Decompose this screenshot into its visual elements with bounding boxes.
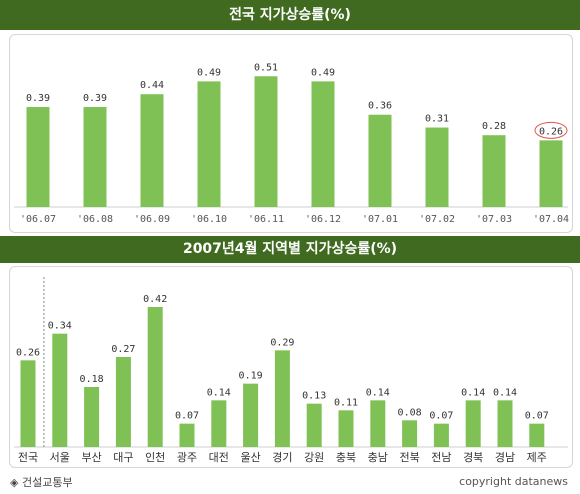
- chart2-panel: 0.26 전국 0.34 서울 0.18 부산 0.27 대구 0.42 인천 0.07 광주 0.14…: [9, 266, 573, 468]
- tick-label: 전북: [399, 451, 419, 464]
- tick-label: 전남: [431, 451, 451, 464]
- chart2-svg: 0.26 전국 0.34 서울 0.18 부산 0.27 대구 0.42 인천 0.07 광주 0.14…: [14, 277, 568, 464]
- tick-label: '07.02: [419, 214, 455, 225]
- data-label: 0.49: [197, 67, 221, 78]
- bar: [83, 107, 107, 207]
- data-label: 0.26: [539, 126, 563, 137]
- bar: [115, 357, 131, 447]
- highlight-circle: [534, 121, 568, 139]
- tick-label: 제주: [527, 451, 547, 464]
- data-label: 0.11: [334, 397, 358, 408]
- bar: [529, 423, 545, 447]
- bar: [402, 420, 418, 447]
- tick-label: 경기: [272, 451, 292, 464]
- tick-label: '06.11: [248, 214, 284, 225]
- tick-label: '07.03: [476, 214, 512, 225]
- bar: [274, 350, 290, 447]
- copyright: copyright datanews: [459, 475, 568, 488]
- tick-label: '06.08: [77, 214, 113, 225]
- bar: [211, 400, 227, 447]
- chart1-panel: 0.39 '06.07 0.39 '06.08 0.44 '06.09 0.49 '06.10…: [9, 34, 573, 233]
- bar: [52, 333, 68, 447]
- chart1-title: 전국 지가상승률(%): [0, 0, 580, 30]
- data-label: 0.07: [429, 411, 453, 422]
- tick-label: '06.12: [305, 214, 341, 225]
- data-label: 0.18: [80, 374, 104, 385]
- data-label: 0.14: [493, 387, 517, 398]
- tick-label: 서울: [50, 451, 70, 464]
- bar: [368, 114, 392, 207]
- tick-label: 대전: [209, 451, 229, 464]
- data-label: 0.34: [48, 321, 72, 332]
- data-label: 0.26: [16, 347, 40, 358]
- bar: [497, 400, 513, 447]
- bar: [140, 94, 164, 207]
- bar: [254, 76, 278, 207]
- bar: [465, 400, 481, 447]
- bar: [306, 403, 322, 447]
- tick-label: 충남: [368, 451, 388, 464]
- data-label: 0.14: [461, 387, 485, 398]
- bar: [26, 107, 50, 207]
- tick-label: 광주: [177, 451, 197, 464]
- tick-label: 전국: [18, 451, 38, 464]
- data-label: 0.07: [525, 411, 549, 422]
- bar: [539, 140, 563, 207]
- tick-label: '07.01: [362, 214, 398, 225]
- data-label: 0.07: [175, 411, 199, 422]
- chart1-svg: 0.39 '06.07 0.39 '06.08 0.44 '06.09 0.49 '06.10…: [14, 62, 569, 225]
- data-label: 0.14: [207, 387, 231, 398]
- bar: [311, 81, 335, 207]
- tick-label: 대구: [113, 451, 133, 464]
- tick-label: 충북: [336, 451, 356, 464]
- data-label: 0.44: [140, 80, 164, 91]
- bar: [20, 360, 36, 447]
- bar: [433, 423, 449, 447]
- tick-label: '06.09: [134, 214, 170, 225]
- bar: [84, 387, 100, 447]
- data-label: 0.36: [368, 101, 392, 112]
- data-label: 0.27: [111, 344, 135, 355]
- source-note: ◈ 건설교통부: [10, 474, 73, 490]
- data-label: 0.39: [83, 93, 107, 104]
- data-label: 0.08: [398, 407, 422, 418]
- bar: [338, 410, 354, 447]
- tick-label: 경남: [495, 451, 515, 464]
- data-label: 0.49: [311, 67, 335, 78]
- bar: [243, 383, 259, 447]
- data-label: 0.13: [302, 391, 326, 402]
- bar: [179, 423, 195, 447]
- bar: [197, 81, 221, 207]
- chart2-title: 2007년4월 지역별 지가상승률(%): [0, 236, 580, 263]
- tick-label: '06.10: [191, 214, 227, 225]
- tick-label: 경북: [463, 451, 483, 464]
- tick-label: '07.04: [533, 214, 569, 225]
- bar: [147, 307, 163, 447]
- tick-label: 인천: [145, 450, 165, 464]
- data-label: 0.51: [254, 62, 278, 73]
- tick-label: 강원: [304, 451, 324, 464]
- source-label: 건설교통부: [21, 476, 73, 489]
- bar: [482, 135, 506, 207]
- tick-label: 울산: [240, 451, 260, 464]
- tick-label: '06.07: [20, 214, 56, 225]
- data-label: 0.14: [366, 387, 390, 398]
- data-label: 0.19: [239, 371, 263, 382]
- tick-label: 부산: [81, 451, 101, 464]
- bar: [370, 400, 386, 447]
- data-label: 0.39: [26, 93, 50, 104]
- data-label: 0.28: [482, 121, 506, 132]
- diamond-icon: ◈: [10, 476, 19, 489]
- bar: [425, 127, 449, 207]
- data-label: 0.42: [143, 294, 167, 305]
- data-label: 0.29: [270, 337, 294, 348]
- data-label: 0.31: [425, 114, 449, 125]
